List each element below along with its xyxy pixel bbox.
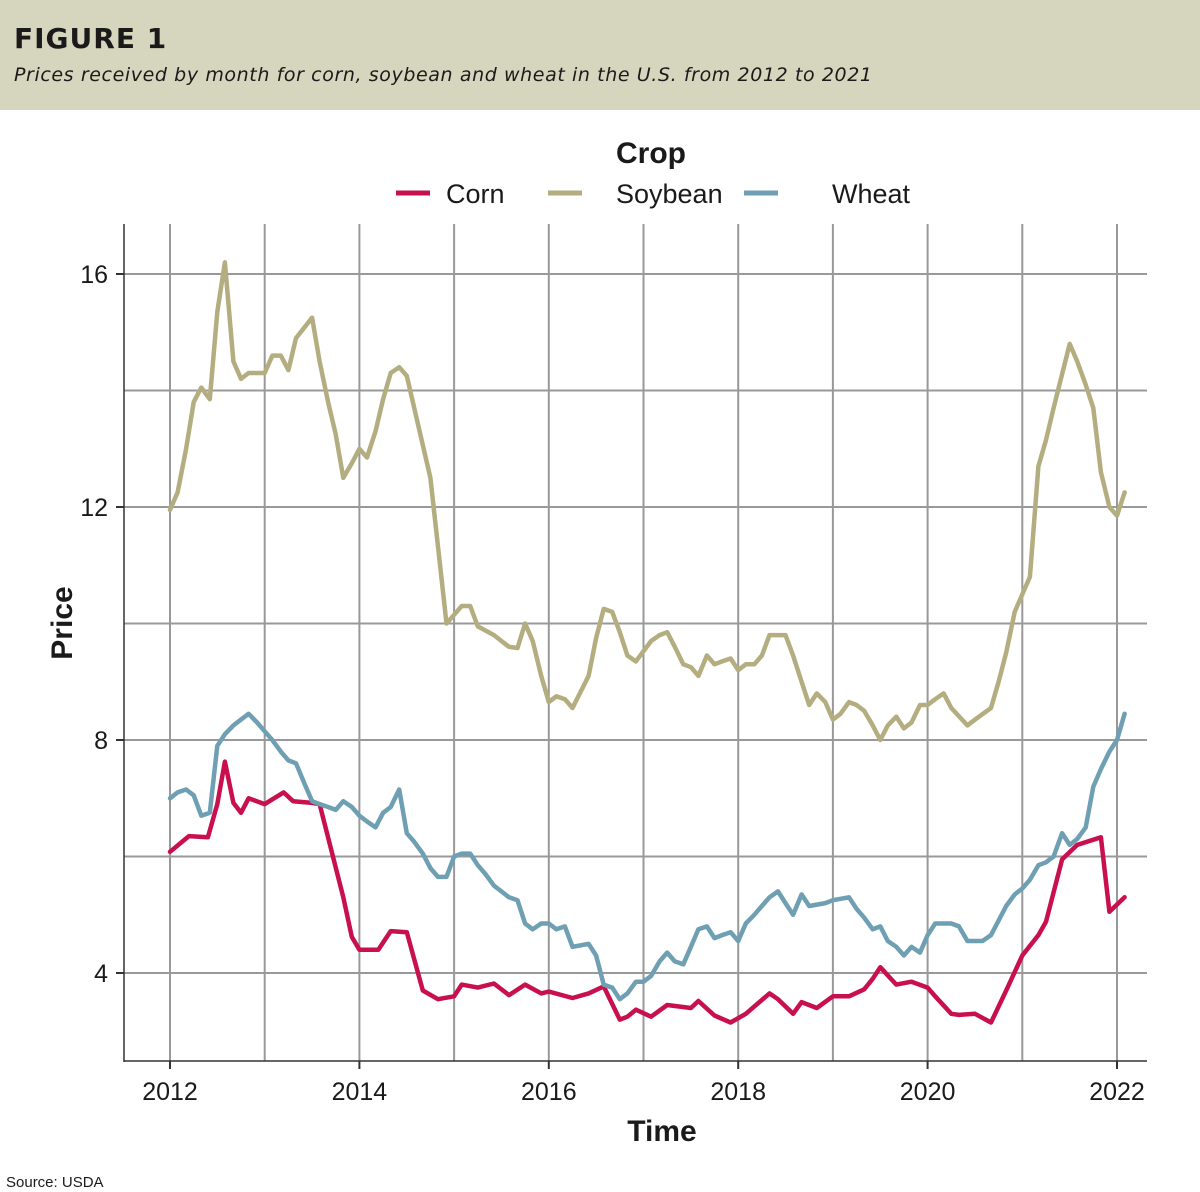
axes <box>123 224 1147 1062</box>
legend-label-soybean: Soybean <box>616 179 723 209</box>
figure-subtitle: Prices received by month for corn, soybe… <box>14 64 873 86</box>
y-tick-label: 4 <box>94 960 108 988</box>
x-tick-label: 2014 <box>332 1078 388 1106</box>
grid-lines <box>124 224 1147 1061</box>
source-note: Source: USDA <box>6 1174 104 1191</box>
figure-label: FIGURE 1 <box>14 22 168 55</box>
figure-header: FIGURE 1 Prices received by month for co… <box>0 0 1200 110</box>
x-tick-label: 2020 <box>900 1078 956 1106</box>
y-tick-label: 16 <box>80 261 108 289</box>
series-line-soybean <box>167 260 1127 743</box>
x-tick-label: 2018 <box>710 1078 766 1106</box>
legend-label-wheat: Wheat <box>832 179 911 209</box>
legend: Crop Corn Soybean Wheat <box>396 137 911 209</box>
y-tick-label: 8 <box>94 727 108 755</box>
series-lines <box>167 260 1127 1025</box>
tick-labels: 2012 2014 2016 2018 2020 2022 4 8 12 16 <box>80 261 1145 1106</box>
x-tick-label: 2012 <box>142 1078 198 1106</box>
series-line-wheat <box>167 711 1127 1002</box>
y-tick-label: 12 <box>80 494 108 522</box>
x-axis-title: Time <box>627 1115 696 1148</box>
x-tick-label: 2016 <box>521 1078 577 1106</box>
legend-title: Crop <box>616 137 686 170</box>
x-tick-label: 2022 <box>1089 1078 1145 1106</box>
legend-label-corn: Corn <box>446 179 505 209</box>
y-axis-title: Price <box>46 586 79 659</box>
